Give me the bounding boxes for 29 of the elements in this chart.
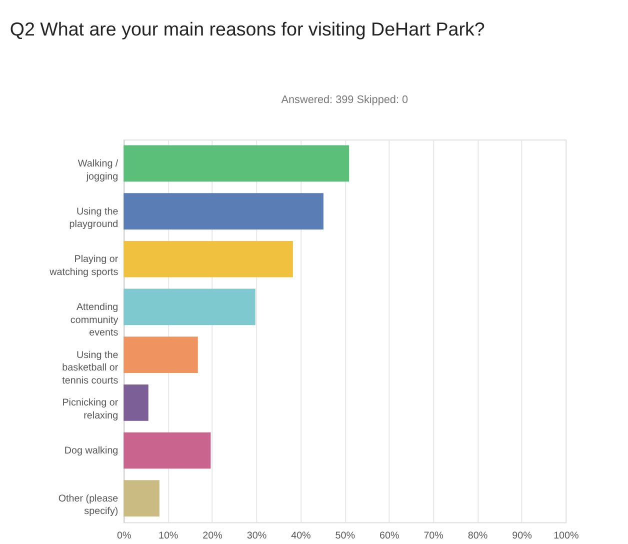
y-tick-label: Using the basketball or tennis courts: [62, 350, 119, 386]
x-tick-label: 60%: [379, 530, 400, 542]
y-tick-label: Using the playground: [69, 206, 119, 230]
x-tick-label: 40%: [291, 530, 312, 542]
x-tick-label: 90%: [512, 530, 532, 542]
bar: [124, 336, 198, 373]
y-tick-label: Other (please specify): [58, 493, 119, 518]
y-tick-label: Dog walking: [64, 445, 118, 456]
x-tick-label: 10%: [158, 530, 178, 542]
bar: [124, 240, 293, 278]
y-tick-label: Playing or watching sports: [48, 254, 119, 278]
bar: [124, 384, 148, 421]
y-tick-label: Walking / jogging: [78, 158, 118, 182]
x-tick-label: 80%: [468, 530, 488, 542]
x-tick-label: 100%: [554, 530, 580, 542]
x-tick-label: 30%: [246, 530, 267, 542]
x-tick-label: 50%: [335, 530, 356, 542]
bar: [124, 432, 211, 469]
x-tick-label: 70%: [424, 530, 444, 542]
bar: [124, 288, 256, 326]
x-tick-label: 20%: [202, 530, 223, 542]
bar: [124, 480, 160, 517]
y-tick-label: Attending community events: [70, 302, 118, 339]
x-tick-label: 0%: [116, 530, 132, 542]
bar: [124, 193, 324, 230]
y-tick-label: Picnicking or relaxing: [62, 398, 119, 422]
chart-subtitle: Answered: 399 Skipped: 0: [281, 94, 408, 106]
bar: [124, 145, 350, 182]
chart-title: Q2 What are your main reasons for visiting DeHart Park?: [10, 18, 485, 40]
